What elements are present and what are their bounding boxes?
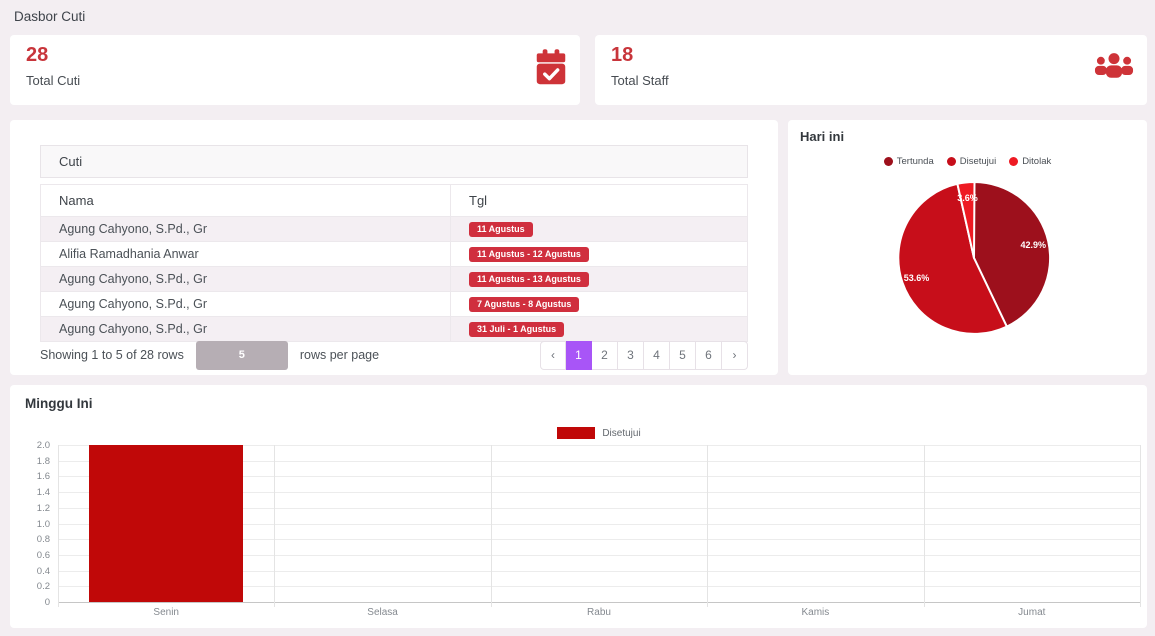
users-icon — [1093, 48, 1135, 90]
gridline — [58, 507, 1140, 509]
x-axis-tick-label: Selasa — [367, 607, 398, 618]
gridline — [58, 460, 1140, 462]
gridline — [58, 445, 1140, 446]
gridline — [58, 570, 1140, 572]
pie-chart-title: Hari ini — [800, 129, 845, 144]
y-axis-tick-label: 0.4 — [36, 565, 50, 577]
cell-nama: Agung Cahyono, S.Pd., Gr — [40, 291, 451, 317]
leave-table: Nama Tgl Agung Cahyono, S.Pd., Gr 11 Agu… — [40, 184, 748, 342]
table-footer: Showing 1 to 5 of 28 rows 5 rows per pag… — [40, 340, 748, 370]
date-badge: 11 Agustus - 13 Agustus — [469, 271, 589, 287]
date-badge: 31 Juli - 1 Agustus — [469, 321, 565, 337]
bar-chart-card: Minggu Ini Disetujui 2.0 1.8 1.6 1.4 1.2 1.0 0… — [10, 385, 1147, 628]
stat-value: 28 — [26, 44, 49, 66]
pie-slice-percent-label: 42.9% — [1020, 239, 1047, 250]
date-badge: 11 Agustus - 12 Agustus — [469, 246, 589, 262]
gridline — [58, 476, 1140, 478]
y-axis-tick-label: 1.2 — [36, 502, 50, 514]
legend-dot — [883, 157, 893, 166]
pagination-page-2[interactable]: 2 — [592, 340, 618, 370]
legend-dot — [946, 157, 956, 166]
page-size-dropdown[interactable]: 5 — [195, 340, 288, 370]
y-axis-tick-label: 1.0 — [36, 518, 50, 530]
cell-nama: Alifia Ramadhania Anwar — [40, 241, 451, 267]
pie-chart-card: Hari ini Tertunda Disetujui Ditolak 42.9… — [788, 120, 1147, 375]
legend-label: Tertunda — [896, 156, 934, 167]
column-header-tgl: Tgl — [450, 184, 748, 217]
legend-item-ditolak[interactable]: Ditolak — [1009, 156, 1051, 167]
table-header-row: Nama Tgl — [40, 184, 748, 217]
y-axis-tick-label: 1.4 — [36, 487, 50, 499]
table-row: Agung Cahyono, S.Pd., Gr 11 Agustus - 13… — [40, 266, 748, 292]
legend-item-tertunda[interactable]: Tertunda — [883, 156, 934, 167]
showing-rows-text: Showing 1 to 5 of 28 rows — [40, 348, 184, 362]
x-axis-tick-label: Jumat — [1018, 607, 1046, 618]
pie-legend: Tertunda Disetujui Ditolak — [788, 156, 1147, 167]
stat-value: 18 — [611, 44, 634, 66]
pagination-page-5[interactable]: 5 — [670, 340, 696, 370]
legend-label: Ditolak — [1022, 156, 1052, 167]
x-axis-tick-label: Senin — [153, 607, 179, 618]
stat-label: Total Cuti — [26, 73, 81, 88]
legend-dot — [1009, 157, 1019, 166]
page-title: Dasbor Cuti — [14, 9, 86, 24]
date-badge: 11 Agustus — [469, 221, 533, 237]
pagination: ‹ 1 2 3 4 5 6 › — [540, 340, 748, 370]
cell-nama: Agung Cahyono, S.Pd., Gr — [40, 316, 451, 342]
y-axis-tick-label: 1.8 — [36, 455, 50, 467]
gridline — [1140, 445, 1141, 607]
cell-nama: Agung Cahyono, S.Pd., Gr — [40, 216, 451, 242]
x-axis-tick-label: Kamis — [801, 607, 830, 618]
table-row: Agung Cahyono, S.Pd., Gr 7 Agustus - 8 A… — [40, 291, 748, 317]
gridline — [58, 523, 1140, 525]
date-badge: 7 Agustus - 8 Agustus — [469, 296, 580, 312]
pagination-page-6[interactable]: 6 — [696, 340, 722, 370]
table-row: Agung Cahyono, S.Pd., Gr 11 Agustus — [40, 216, 748, 242]
leave-table-card: Cuti Nama Tgl Agung Cahyono, S.Pd., Gr 1… — [10, 120, 778, 375]
gridline — [923, 445, 925, 607]
y-axis-tick-label: 2.0 — [36, 440, 50, 451]
gridline — [58, 445, 59, 607]
gridline — [490, 445, 492, 607]
legend-item-disetujui[interactable]: Disetujui — [946, 156, 997, 167]
pie-chart: 42.9% 53.6% 3.6% — [788, 120, 1147, 375]
legend-label: Disetujui — [959, 156, 997, 167]
pagination-prev-button[interactable]: ‹ — [540, 340, 566, 370]
pagination-page-4[interactable]: 4 — [644, 340, 670, 370]
y-axis-tick-label: 0.8 — [36, 534, 50, 546]
bar-chart-title: Minggu Ini — [25, 396, 93, 411]
table-row: Agung Cahyono, S.Pd., Gr 31 Juli - 1 Agu… — [40, 316, 748, 342]
stat-card-total-staff: 18 Total Staff — [595, 35, 1147, 105]
bar-legend: Disetujui — [58, 427, 1140, 439]
stat-card-total-cuti: 28 Total Cuti — [10, 35, 580, 105]
calendar-check-icon — [534, 48, 568, 91]
x-axis-tick-label: Rabu — [587, 607, 611, 618]
y-axis-tick-label: 0 — [44, 597, 50, 608]
gridline — [58, 539, 1140, 541]
y-axis-tick-label: 0.2 — [36, 581, 50, 593]
bar-chart-plot — [58, 445, 1141, 607]
stat-label: Total Staff — [611, 73, 669, 88]
table-row: Alifia Ramadhania Anwar 11 Agustus - 12 … — [40, 241, 748, 267]
pie-slice-percent-label: 3.6% — [957, 192, 978, 203]
pagination-next-button[interactable]: › — [722, 340, 748, 370]
gridline — [58, 554, 1140, 556]
gridline — [274, 445, 276, 607]
bar-senin — [89, 445, 243, 602]
rows-per-page-label: rows per page — [299, 348, 380, 362]
gridline — [58, 602, 1140, 603]
panel-title: Cuti — [40, 145, 748, 178]
legend-label: Disetujui — [602, 427, 641, 439]
pie-slice-percent-label: 53.6% — [903, 272, 930, 283]
column-header-nama: Nama — [40, 184, 451, 217]
cell-nama: Agung Cahyono, S.Pd., Gr — [40, 266, 451, 292]
pagination-page-1[interactable]: 1 — [566, 340, 592, 370]
y-axis-tick-label: 1.6 — [36, 471, 50, 483]
gridline — [707, 445, 709, 607]
y-axis-tick-label: 0.6 — [36, 549, 50, 561]
gridline — [58, 586, 1140, 588]
gridline — [58, 492, 1140, 494]
pagination-page-3[interactable]: 3 — [618, 340, 644, 370]
legend-swatch[interactable] — [557, 427, 596, 439]
